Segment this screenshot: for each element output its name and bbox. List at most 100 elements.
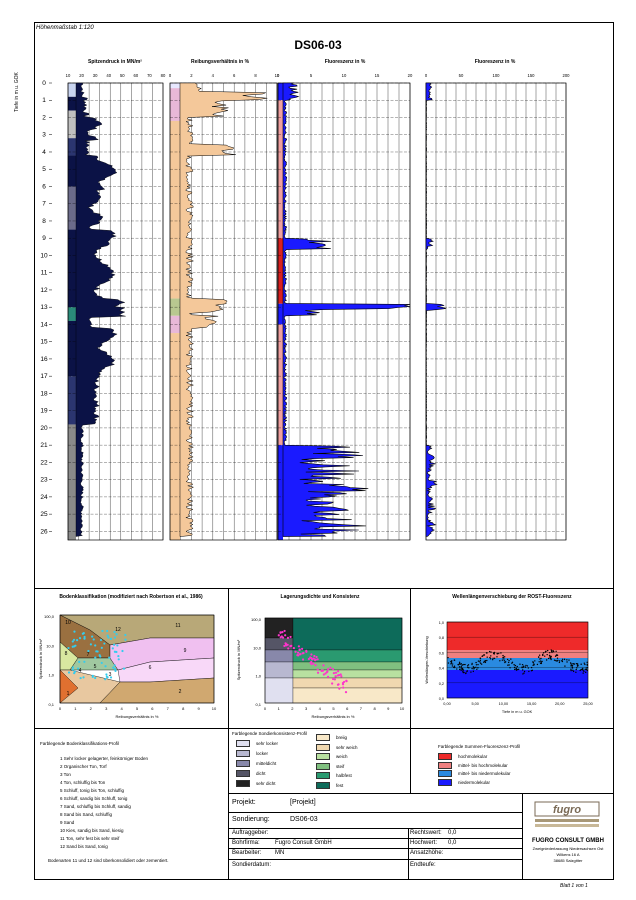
- rost-point: [463, 663, 465, 666]
- robertson-frame: [59, 614, 215, 704]
- lagerung-swatch: [236, 770, 250, 777]
- rost-point: [541, 660, 543, 663]
- lagerung-x-tick: 1: [278, 706, 281, 711]
- rost-point: [483, 660, 486, 662]
- rost-point: [486, 659, 488, 662]
- company-line1: Zweigniederlassung Niedersachsen Ost: [532, 846, 604, 851]
- depth-tick-label: 21: [40, 442, 48, 449]
- rost-point: [538, 654, 541, 656]
- rost-point: [477, 660, 480, 662]
- fluorescence-class-band: [278, 445, 283, 540]
- rost-point: [519, 663, 521, 665]
- company-line3: 38685 Salzgitter: [553, 858, 583, 863]
- lagerung-point: [337, 674, 341, 677]
- lagerung-point: [314, 664, 317, 667]
- rost-point: [566, 659, 568, 661]
- rost-point: [461, 669, 464, 671]
- robertson-point: [75, 639, 79, 642]
- rost-y-tick: 0,4: [439, 667, 444, 671]
- rost-point: [458, 666, 461, 668]
- tip-resistance-column: 10 20 30 40 50 60 70 80: [66, 73, 166, 541]
- robertson-point: [94, 656, 97, 659]
- robertson-legend-item: 6 Schluff, sandig bis Schluff, tonig: [60, 796, 128, 801]
- log-columns: 0123456789101112131415161718192021222324…: [40, 73, 570, 541]
- rost-point: [461, 664, 464, 666]
- lagerung-point: [279, 631, 282, 634]
- rost-point: [511, 662, 513, 664]
- rost-x-tick: 10,00: [499, 702, 509, 706]
- robertson-zone-label: 7: [87, 652, 90, 658]
- lagerung-point: [315, 655, 318, 659]
- fluorescence-title-2: Fluoreszenz in %: [474, 59, 516, 65]
- robertson-legend-item: 4 Ton, schluffig bis Ton: [60, 780, 106, 785]
- rost-xlabel: Tiefe in m u. GOK: [502, 710, 533, 714]
- konsistenz-legend-item: sehr weich: [336, 744, 358, 750]
- lagerung-point: [313, 654, 316, 658]
- lagerung-x-tick: 0: [264, 706, 267, 711]
- rost-point: [475, 664, 478, 666]
- lagerung-x-tick: 8: [373, 706, 376, 711]
- axis-tick-label: 30: [93, 73, 98, 78]
- lagerung-x-tick: 4: [319, 706, 322, 711]
- rost-swatch: [438, 778, 452, 786]
- rost-band: [447, 670, 588, 698]
- robertson-point: [113, 664, 116, 667]
- depth-tick-label: 9: [42, 235, 46, 242]
- rost-point: [461, 667, 464, 670]
- lagerung-point: [279, 636, 282, 639]
- rost-band: [447, 650, 588, 658]
- rost-point: [546, 649, 549, 652]
- robertson-y-tick: 0,1: [48, 702, 54, 707]
- rost-point: [568, 659, 570, 661]
- rost-point: [477, 663, 479, 666]
- lagerung-point: [296, 651, 300, 654]
- rost-point: [459, 668, 461, 671]
- robertson-point: [109, 637, 113, 640]
- depth-tick-label: 4: [42, 149, 46, 156]
- depth-tick-label: 25: [40, 511, 48, 518]
- lagerung-point: [286, 643, 289, 646]
- scale-label: Höhenmaßstab 1:120: [36, 25, 94, 31]
- rost-point: [479, 659, 482, 662]
- rost-point: [570, 669, 572, 672]
- depth-tick-label: 13: [40, 304, 48, 311]
- tb-top: [228, 793, 614, 794]
- lagerung-legend-title: Farblegende Sondierkonsistenz-Profil: [232, 731, 308, 736]
- axis-tick-label: 50: [459, 73, 464, 78]
- robertson-point: [106, 676, 109, 679]
- rost-point: [460, 663, 462, 665]
- friction-ratio-title: Reibungsverhältnis in %: [190, 59, 250, 65]
- rost-point: [536, 663, 539, 666]
- lagerung-xlabel: Reibungsverhältnis in %: [312, 714, 355, 719]
- rost-point: [584, 668, 586, 671]
- rost-point: [555, 650, 557, 653]
- robertson-point: [117, 658, 120, 661]
- axis-tick-label: 10: [342, 73, 347, 78]
- lagerung-legend-item: mitteldicht: [256, 761, 277, 766]
- friction-class-band: [170, 88, 180, 121]
- auftraggeber-label: Auftraggeber:: [232, 830, 269, 836]
- rost-point: [532, 664, 534, 667]
- fluorescence-profile-1: [282, 82, 411, 537]
- rost-point: [538, 661, 540, 663]
- rost-chart: 0,00 5,00 10,00 15,00 20,00 25,00 1,0 0,8 0,6 0,4…: [425, 621, 593, 714]
- axis-tick-label: 8: [254, 73, 257, 78]
- rost-point: [526, 665, 529, 667]
- rost-point: [514, 664, 517, 667]
- robertson-legend-item: 11 Ton, sehr fest bis sehr steif: [60, 836, 120, 841]
- robertson-point: [113, 667, 117, 671]
- axis-tick-label: 60: [134, 73, 139, 78]
- rost-point: [500, 652, 502, 654]
- lagerung-chart: 100,0 10,0 1,0 0,10 1 2 3 4 5 6 7 8 9 10 Reibungsverhä…: [236, 617, 405, 719]
- rost-point: [462, 671, 464, 674]
- lagerung-x-tick: 5: [332, 706, 335, 711]
- rost-title: Wellenlängenverschiebung der ROST-Fluore…: [452, 594, 572, 600]
- lagerung-point: [287, 647, 290, 650]
- rost-point: [477, 667, 479, 669]
- lagerung-point: [299, 653, 302, 656]
- rost-point: [498, 652, 500, 655]
- rost-point: [462, 669, 465, 671]
- lagerung-point: [284, 634, 287, 637]
- konsistenz-swatch: [316, 781, 330, 789]
